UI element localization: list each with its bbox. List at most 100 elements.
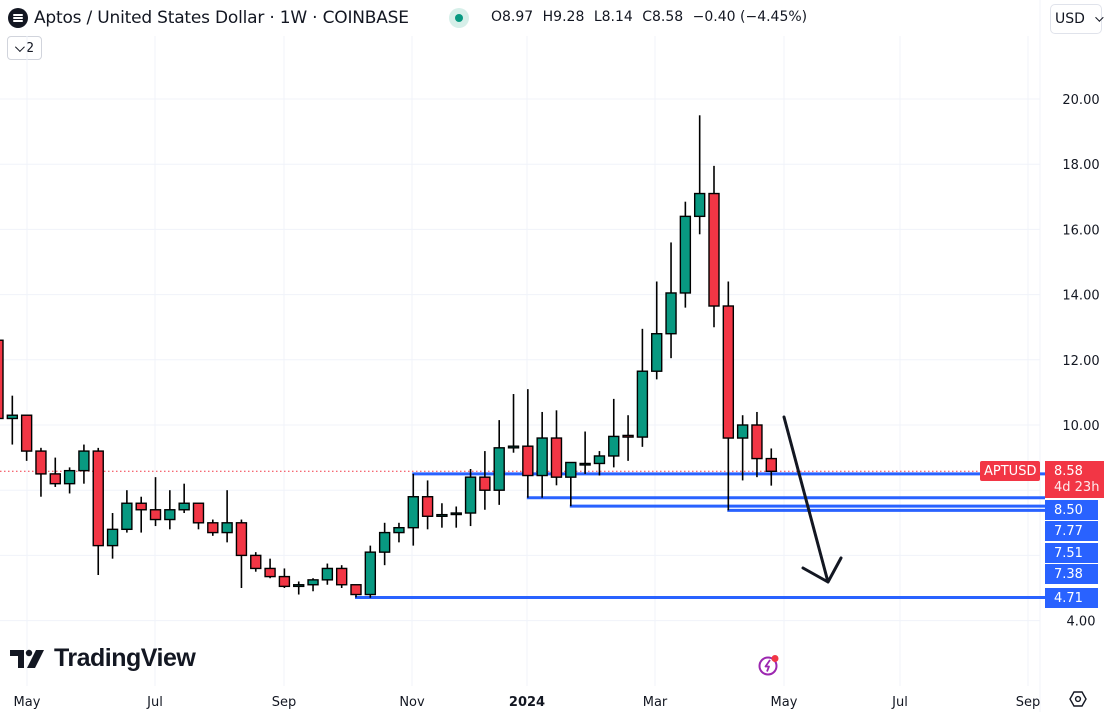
price-tick-label: 18.00 bbox=[1062, 158, 1099, 173]
candle bbox=[235, 519, 248, 588]
price-tick-label: 12.00 bbox=[1062, 354, 1099, 369]
currency-selector[interactable]: USD bbox=[1050, 4, 1104, 34]
candle bbox=[63, 467, 76, 494]
candle-body bbox=[579, 462, 591, 466]
symbol-title[interactable]: Aptos / United States Dollar · 1W · COIN… bbox=[34, 8, 409, 28]
time-tick-label: May bbox=[771, 695, 798, 710]
candle bbox=[378, 522, 391, 566]
candle-body bbox=[0, 339, 4, 420]
candle-body bbox=[407, 496, 419, 529]
candle bbox=[665, 242, 677, 359]
candle bbox=[221, 490, 233, 543]
candle-body bbox=[751, 424, 763, 460]
candle-body bbox=[63, 469, 76, 485]
candle bbox=[364, 545, 377, 598]
candle bbox=[565, 461, 577, 507]
price-tick-label: 20.00 bbox=[1062, 93, 1099, 108]
candle-body bbox=[421, 496, 434, 517]
settings-icon[interactable] bbox=[1069, 690, 1087, 708]
candle bbox=[92, 447, 104, 575]
indicators-count: 2 bbox=[25, 40, 35, 56]
candle bbox=[464, 469, 477, 527]
candle-body bbox=[293, 584, 305, 588]
down-arrow-drawing[interactable] bbox=[782, 415, 843, 584]
level-tag-7-38: 7.38 bbox=[1045, 564, 1098, 584]
candle bbox=[307, 578, 319, 592]
candle bbox=[393, 522, 405, 543]
candle bbox=[106, 513, 119, 559]
candle bbox=[278, 568, 291, 588]
candle bbox=[35, 447, 47, 497]
candle bbox=[622, 415, 634, 461]
tradingview-logo-icon bbox=[10, 649, 44, 668]
candle bbox=[636, 328, 649, 447]
candle bbox=[178, 483, 190, 514]
candle bbox=[507, 394, 520, 453]
candle bbox=[450, 506, 462, 528]
ohlc-values: O8.97 H9.28 L8.14 C8.58 −0.40 (−4.45%) bbox=[491, 9, 812, 25]
price-tick-label: 14.00 bbox=[1062, 289, 1099, 304]
level-tag-7-77: 7.77 bbox=[1045, 521, 1098, 541]
price-tick-label: 4.00 bbox=[1067, 615, 1096, 630]
candle bbox=[207, 519, 219, 536]
candle-body bbox=[49, 473, 61, 485]
flash-alert-icon[interactable] bbox=[758, 654, 780, 676]
candle bbox=[6, 395, 19, 445]
candle-body bbox=[307, 579, 319, 586]
support-levels[interactable] bbox=[355, 472, 1045, 599]
candle bbox=[579, 431, 591, 474]
candle bbox=[135, 496, 147, 533]
change-value: −0.40 (−4.45%) bbox=[692, 9, 808, 25]
candle bbox=[736, 415, 749, 481]
candle bbox=[608, 398, 620, 468]
candle-body bbox=[450, 512, 462, 516]
candle bbox=[335, 565, 348, 588]
chart-header: Aptos / United States Dollar · 1W · COIN… bbox=[0, 0, 1104, 36]
candle bbox=[149, 477, 162, 527]
candle-body bbox=[722, 305, 735, 439]
aptos-logo-icon bbox=[8, 8, 28, 28]
candle bbox=[192, 502, 205, 530]
last-price-tag: 8.58 4d 23h bbox=[1045, 461, 1104, 498]
candle-body bbox=[608, 435, 620, 457]
bar-countdown: 4d 23h bbox=[1054, 479, 1100, 495]
time-axis[interactable]: May Jul Sep Nov 2024 Mar May Jul Sep bbox=[14, 695, 1041, 710]
candle-body bbox=[765, 457, 777, 472]
candle-body bbox=[250, 554, 262, 570]
candle-body bbox=[736, 424, 749, 439]
price-axis[interactable]: 4.00 10.00 12.00 14.00 16.00 18.00 20.00 bbox=[1062, 93, 1099, 630]
close-value: C8.58 bbox=[642, 9, 684, 25]
time-tick-label: Mar bbox=[643, 695, 668, 710]
candle bbox=[651, 281, 663, 380]
candle-body bbox=[665, 292, 677, 335]
candle-body bbox=[522, 445, 534, 477]
candle-body bbox=[622, 434, 634, 438]
time-tick-label: Jul bbox=[146, 695, 163, 710]
candle-body bbox=[106, 528, 119, 547]
last-price-value: 8.58 bbox=[1054, 463, 1083, 479]
candle bbox=[536, 411, 548, 498]
candle-body bbox=[708, 192, 720, 307]
candle bbox=[350, 584, 362, 598]
candle-body bbox=[6, 414, 19, 420]
candle-body bbox=[92, 450, 104, 547]
indicators-toggle-button[interactable]: 2 bbox=[7, 36, 42, 60]
candle-body bbox=[378, 531, 391, 553]
candle-body bbox=[221, 522, 233, 534]
market-status-icon[interactable] bbox=[449, 8, 469, 28]
open-value: O8.97 bbox=[491, 9, 534, 25]
candle-body bbox=[693, 192, 706, 218]
candles bbox=[0, 115, 777, 598]
low-value: L8.14 bbox=[593, 9, 633, 25]
tradingview-watermark[interactable]: TradingView bbox=[10, 644, 196, 673]
candle-body bbox=[651, 333, 663, 372]
candle bbox=[121, 490, 133, 533]
candle bbox=[321, 563, 334, 585]
candle bbox=[164, 490, 176, 530]
candle bbox=[522, 389, 534, 498]
candle-body bbox=[264, 567, 276, 578]
candle-body bbox=[593, 455, 606, 465]
candle bbox=[593, 451, 606, 476]
symbol-tag: APTUSD bbox=[980, 461, 1041, 481]
